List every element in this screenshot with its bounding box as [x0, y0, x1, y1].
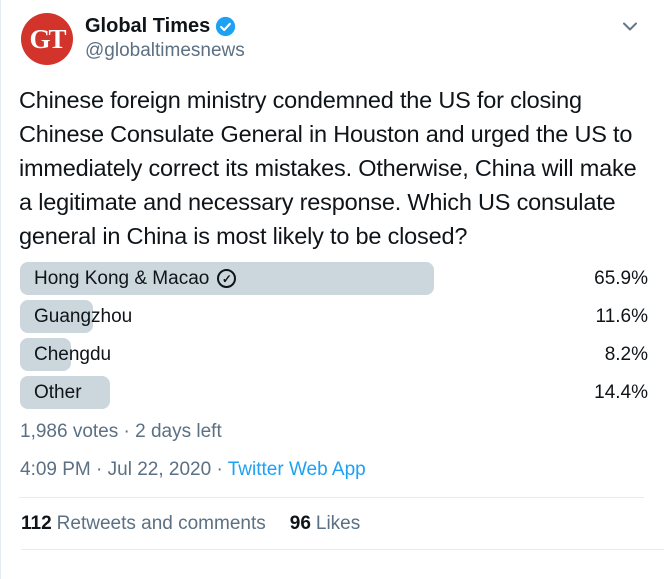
poll-option[interactable]: Other 14.4%: [20, 376, 648, 409]
likes-count: 96: [289, 513, 311, 534]
avatar[interactable]: GT: [21, 13, 73, 65]
timestamp: 4:09 PM · Jul 22, 2020 ·: [20, 459, 228, 480]
poll-option-label: Other: [34, 381, 82, 403]
poll-bar: [20, 376, 111, 409]
poll-option-label: Guangzhou: [34, 305, 133, 327]
avatar-initials: GT: [29, 23, 66, 54]
retweets-label: Retweets and comments: [56, 513, 266, 534]
chevron-down-icon[interactable]: [618, 14, 642, 38]
poll-percentage: 8.2%: [604, 343, 648, 365]
source-link[interactable]: Twitter Web App: [227, 459, 366, 480]
poll-option[interactable]: Chengdu 8.2%: [20, 338, 648, 371]
poll-bar: [20, 300, 93, 333]
display-name[interactable]: Global Times: [85, 15, 211, 37]
divider: [21, 549, 664, 550]
author-block: Global Times @globaltimesnews: [85, 13, 245, 62]
divider: [19, 497, 644, 498]
timestamp-row: 4:09 PM · Jul 22, 2020 · Twitter Web App: [1, 443, 664, 481]
retweets-stat[interactable]: 112 Retweets and comments: [21, 513, 266, 535]
retweets-count: 112: [21, 513, 52, 534]
poll: Hong Kong & Macao ✓ 65.9% Guangzhou 11.6…: [1, 253, 664, 409]
poll-meta: 1,986 votes · 2 days left: [20, 421, 222, 442]
poll-percentage: 65.9%: [594, 267, 648, 289]
tweet-text: Chinese foreign ministry condemned the U…: [19, 87, 637, 249]
verified-badge-icon: [216, 16, 236, 37]
poll-option-label: Hong Kong & Macao: [34, 267, 210, 289]
tweet-header: GT Global Times @globaltimesnews: [1, 0, 664, 65]
poll-option[interactable]: Guangzhou 11.6%: [20, 300, 648, 333]
poll-percentage: 14.4%: [594, 381, 648, 403]
likes-stat[interactable]: 96 Likes: [290, 513, 361, 535]
poll-percentage: 11.6%: [595, 305, 648, 327]
stats-row: 112 Retweets and comments 96 Likes: [1, 498, 664, 549]
likes-label: Likes: [315, 513, 361, 534]
user-handle[interactable]: @globaltimesnews: [85, 40, 245, 61]
poll-bar: [20, 338, 72, 371]
poll-option[interactable]: Hong Kong & Macao ✓ 65.9%: [20, 262, 648, 295]
voted-check-icon: ✓: [217, 269, 237, 288]
poll-option-label: Chengdu: [34, 343, 112, 365]
